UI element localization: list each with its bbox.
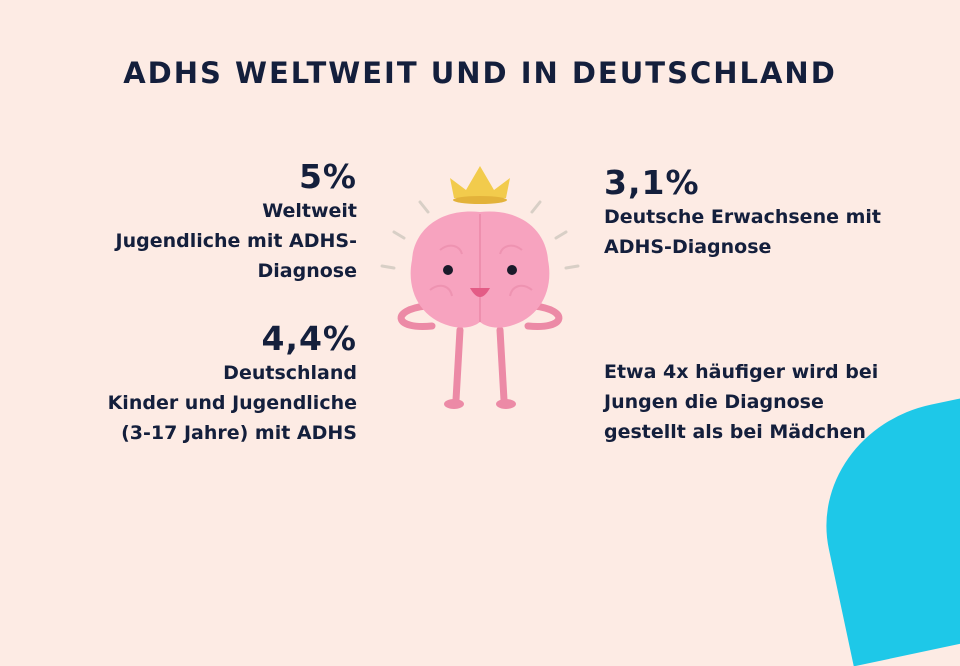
- mouth-icon: [470, 288, 490, 297]
- stat-label: Deutschland: [223, 362, 357, 384]
- stat-value: 5%: [298, 157, 357, 196]
- page-title: ADHS WELTWEIT UND IN DEUTSCHLAND: [123, 56, 837, 90]
- eye-icon: [507, 265, 517, 275]
- stat-label: (3-17 Jahre) mit ADHS: [121, 422, 357, 444]
- stat-label: ADHS-Diagnose: [604, 236, 772, 258]
- sparkle-lines-icon: [380, 200, 580, 270]
- brain-icon: [410, 211, 550, 328]
- stat-label: Jungen die Diagnose: [604, 391, 824, 413]
- stat-label: gestellt als bei Mädchen: [604, 421, 866, 443]
- eye-icon: [443, 265, 453, 275]
- stat-gender: Etwa 4x häufiger wird bei Jungen die Dia…: [604, 357, 878, 447]
- stat-label: Weltweit: [262, 200, 357, 222]
- stat-value: 4,4%: [261, 319, 357, 358]
- stat-label: Diagnose: [257, 260, 357, 282]
- stat-label: Jugendliche mit ADHS-: [115, 230, 357, 252]
- brain-illustration: [380, 166, 580, 409]
- stat-label: Deutsche Erwachsene mit: [604, 206, 881, 228]
- crown-icon: [450, 166, 510, 204]
- stat-germany-children: 4,4% Deutschland Kinder und Jugendliche …: [108, 320, 357, 448]
- legs-icon: [397, 302, 563, 404]
- stat-germany-adults: 3,1% Deutsche Erwachsene mit ADHS-Diagno…: [604, 164, 881, 262]
- stat-value: 3,1%: [604, 163, 700, 202]
- stat-label: Kinder und Jugendliche: [107, 392, 357, 414]
- stat-worldwide: 5% Weltweit Jugendliche mit ADHS- Diagno…: [116, 158, 357, 286]
- stat-label: Etwa 4x häufiger wird bei: [604, 361, 879, 383]
